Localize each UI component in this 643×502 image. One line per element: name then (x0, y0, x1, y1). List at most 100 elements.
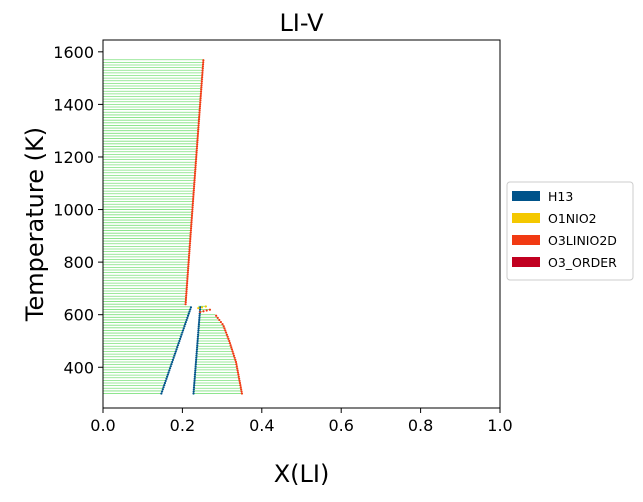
boundary-point (200, 80, 203, 83)
boundary-point (198, 318, 201, 322)
x-tick-label: 0.2 (170, 416, 195, 435)
boundary-point (197, 124, 200, 127)
boundary-point (190, 216, 193, 220)
boundary-point (179, 337, 182, 340)
boundary-point (197, 126, 200, 129)
boundary-point (198, 111, 201, 114)
boundary-point (235, 363, 238, 366)
boundary-point (195, 356, 198, 359)
boundary-point (204, 305, 207, 308)
boundary-point (194, 160, 198, 163)
boundary-point (230, 346, 233, 349)
boundary-point (196, 335, 200, 338)
boundary-point (216, 316, 219, 319)
boundary-point (194, 168, 197, 171)
boundary-point (197, 120, 200, 123)
boundary-point (201, 69, 204, 72)
y-tick-label: 400 (63, 358, 94, 377)
boundary-point (199, 306, 202, 309)
boundary-point (195, 352, 198, 355)
y-tick-label: 1200 (53, 148, 94, 167)
boundary-point (201, 73, 204, 77)
boundary-point (197, 325, 200, 328)
boundary-point (201, 63, 205, 66)
boundary-point (226, 335, 229, 338)
boundary-point (188, 242, 192, 245)
legend-swatch (512, 235, 540, 245)
boundary-point (185, 282, 189, 285)
boundary-point (224, 331, 228, 334)
boundary-point (192, 187, 196, 190)
boundary-point (219, 320, 223, 324)
boundary-point (184, 323, 187, 326)
boundary-point (194, 367, 197, 370)
x-axis-label: X(LI) (274, 460, 330, 488)
boundary-point (163, 381, 167, 385)
boundary-point (188, 244, 191, 247)
boundary-point (227, 337, 230, 340)
boundary-point (238, 381, 242, 385)
boundary-point (188, 246, 191, 249)
boundary-point (199, 96, 202, 100)
boundary-point (184, 296, 188, 299)
boundary-point (194, 164, 197, 167)
boundary-point (194, 365, 197, 368)
boundary-point (199, 310, 202, 314)
boundary-point (164, 379, 167, 383)
boundary-point (193, 377, 196, 380)
boundary-point (205, 309, 208, 312)
boundary-point (171, 360, 174, 364)
boundary-point (186, 269, 190, 272)
boundary-point (229, 344, 232, 347)
boundary-point (236, 371, 240, 374)
boundary-point (199, 101, 202, 104)
boundary-point (177, 341, 180, 345)
boundary-point (235, 365, 238, 368)
boundary-point (197, 329, 200, 332)
boundary-point (191, 208, 194, 211)
legend-label: H13 (548, 189, 573, 204)
legend: H13 O1NIO2 O3LINIO2D O3_ORDER (506, 181, 634, 281)
y-tick-label: 1000 (53, 201, 94, 220)
boundary-point (173, 354, 176, 357)
chart-title: LI-V (279, 9, 324, 37)
x-tick-label: 0.0 (90, 416, 115, 435)
boundary-point (197, 128, 200, 131)
boundary-point (222, 325, 225, 328)
y-tick-label: 800 (63, 253, 94, 272)
boundary-point (166, 373, 169, 376)
boundary-point (198, 314, 201, 317)
boundary-point (180, 333, 183, 336)
boundary-point (194, 170, 197, 173)
x-tick-label: 0.4 (249, 416, 274, 435)
boundary-point (179, 335, 182, 338)
boundary-point (185, 318, 188, 322)
boundary-point (189, 239, 192, 243)
boundary-point (186, 271, 189, 274)
boundary-point (193, 379, 196, 383)
boundary-point (237, 373, 240, 376)
boundary-point (225, 333, 228, 336)
boundary-point (195, 151, 198, 154)
boundary-point (187, 254, 191, 257)
boundary-point (188, 252, 191, 255)
boundary-point (193, 179, 196, 182)
phase-boundaries-layer (160, 59, 244, 395)
boundary-point (200, 78, 204, 81)
boundary-point (170, 363, 173, 366)
boundary-point (191, 200, 195, 203)
boundary-point (192, 390, 195, 393)
boundary-point (192, 191, 195, 194)
boundary-point (197, 307, 200, 310)
legend-swatch (512, 257, 540, 267)
boundary-point (186, 277, 189, 281)
boundary-point (189, 235, 192, 238)
boundary-point (187, 256, 191, 260)
boundary-point (240, 392, 244, 395)
boundary-point (198, 107, 201, 110)
boundary-point (187, 261, 190, 264)
boundary-point (184, 303, 187, 306)
boundary-point (178, 339, 181, 343)
boundary-point (234, 360, 238, 364)
boundary-point (196, 132, 200, 135)
